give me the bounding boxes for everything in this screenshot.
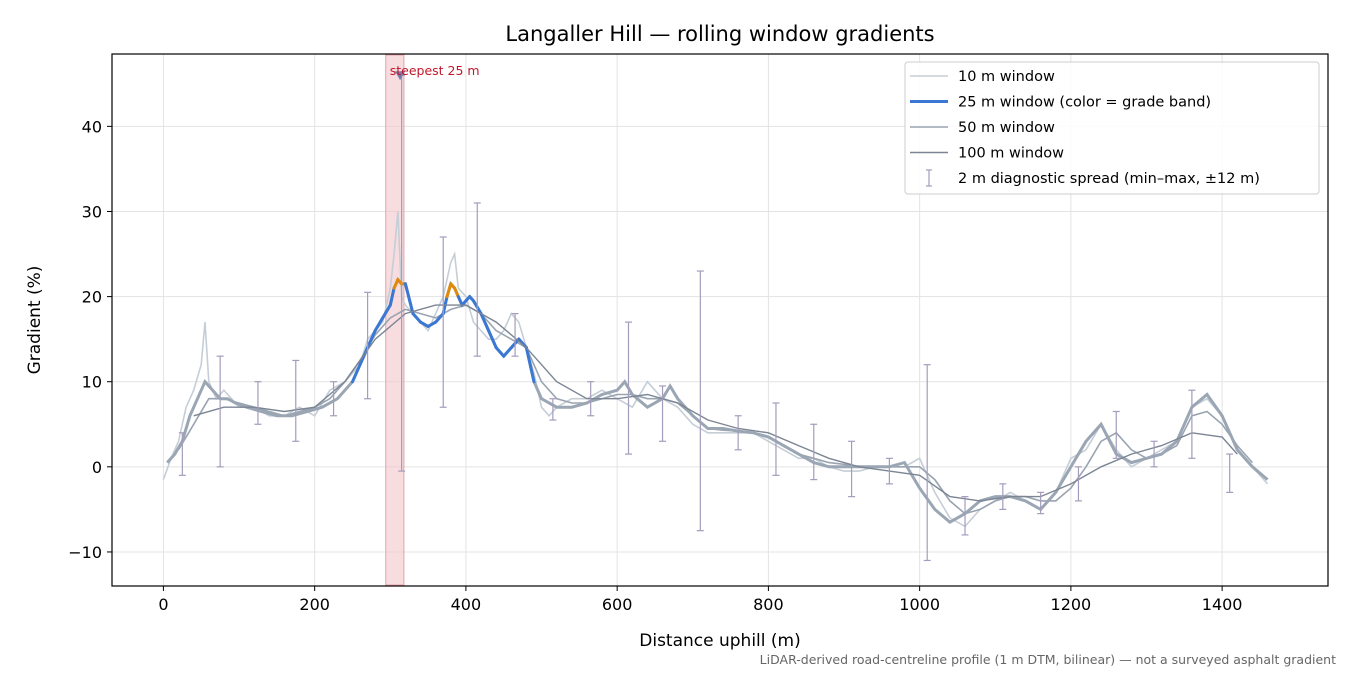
legend-label: 50 m window (958, 120, 1055, 136)
errorbar (923, 364, 931, 562)
footnote: LiDAR-derived road-centreline profile (1… (760, 652, 1336, 667)
x-tick-label: 200 (299, 595, 330, 614)
x-axis-label: Distance uphill (m) (639, 631, 800, 651)
plot-frame (111, 53, 1329, 587)
errorbar (178, 432, 186, 476)
legend-item: 25 m window (color = grade band) (910, 95, 1211, 111)
series-25m-band-segment (373, 316, 385, 333)
errorbar (1112, 410, 1120, 459)
errorbar (961, 496, 969, 536)
series-25m-band-segment (403, 282, 415, 316)
legend-item: 50 m window (910, 120, 1055, 136)
y-tick-label: −10 (68, 543, 102, 562)
legend-label: 2 m diagnostic spread (min–max, ±12 m) (958, 171, 1260, 187)
y-tick-label: 40 (82, 117, 102, 136)
series-25m-band-segment (381, 303, 392, 320)
errorbar (696, 270, 704, 532)
series-25m-band-segment (350, 363, 362, 384)
series-25m-line (166, 276, 1269, 525)
legend-label: 25 m window (color = grade band) (958, 95, 1211, 111)
y-axis-label: Gradient (%) (25, 266, 45, 375)
errorbar (330, 381, 338, 417)
series-25m-band-segment (434, 312, 445, 324)
errorbar (772, 402, 780, 476)
series-25m-band-segment (487, 329, 498, 350)
series-25m-band-segment (453, 286, 460, 299)
errorbar (885, 457, 893, 485)
series-25m-band-segment (479, 312, 491, 333)
legend-item: 10 m window (910, 69, 1055, 85)
errorbar (439, 236, 447, 408)
x-tick-label: 1000 (899, 595, 940, 614)
legend-label: 10 m window (958, 69, 1055, 85)
x-tick-label: 400 (451, 595, 482, 614)
y-tick-label: 30 (82, 202, 102, 221)
errorbar (364, 291, 372, 400)
series-10m-line (162, 211, 1269, 528)
steepest-highlight-band (385, 54, 405, 586)
errorbar (587, 381, 595, 417)
steepest-annotation: steepest 25 m (390, 63, 480, 81)
errorbar (848, 440, 856, 498)
errorbar (1188, 389, 1196, 459)
errorbar (624, 321, 632, 455)
legend-item: 100 m window (910, 146, 1064, 162)
errorbar (1150, 440, 1158, 468)
errorbar (549, 398, 557, 421)
errorbar (734, 415, 742, 451)
errorbar (254, 381, 262, 425)
legend-label: 100 m window (958, 146, 1064, 162)
steepest-marker-icon (395, 71, 406, 81)
errorbar (511, 313, 519, 357)
x-tick-label: 1200 (1051, 595, 1092, 614)
y-tick-label: 20 (82, 288, 102, 307)
errorbar (1226, 453, 1234, 493)
errorbar (659, 385, 667, 442)
x-tick-label: 800 (753, 595, 784, 614)
series-25m-band-segment (494, 346, 506, 358)
errorbar (292, 359, 300, 442)
y-tick-label: 0 (92, 458, 102, 477)
series-50m-line (177, 304, 1253, 515)
y-tick-label: 10 (82, 373, 102, 392)
series-25m-band-segment (524, 346, 536, 384)
series-25m-band-segment (388, 286, 396, 307)
series-25m-band-segment (366, 329, 377, 350)
errorbars (178, 74, 1234, 562)
steepest-highlight-rect (385, 54, 405, 586)
series-lines (162, 211, 1269, 528)
legend-item: 2 m diagnostic spread (min–max, ±12 m) (926, 169, 1260, 187)
errorbar (216, 355, 224, 468)
errorbar (1037, 491, 1045, 515)
series-25m-band-segment (502, 346, 513, 358)
steepest-label: steepest 25 m (390, 63, 480, 78)
errorbar (1074, 466, 1082, 502)
x-tick-label: 600 (602, 595, 633, 614)
series-25m-band-segment (445, 282, 453, 299)
x-tick-label: 1400 (1202, 595, 1243, 614)
legend: 10 m window 25 m window (color = grade ba… (904, 61, 1320, 195)
axis-ticks: 0 200 400 600 800 1000 1200 1400 −10 0 10 20 30 40 (68, 117, 1242, 614)
series-100m-line (193, 304, 1238, 502)
chart-title: Langaller Hill — rolling window gradient… (505, 22, 934, 46)
errorbar (999, 483, 1007, 510)
series-25m-band-segment (411, 312, 423, 324)
legend-box (904, 61, 1320, 195)
x-tick-label: 0 (158, 595, 168, 614)
errorbar (473, 202, 481, 357)
errorbar (810, 423, 818, 481)
